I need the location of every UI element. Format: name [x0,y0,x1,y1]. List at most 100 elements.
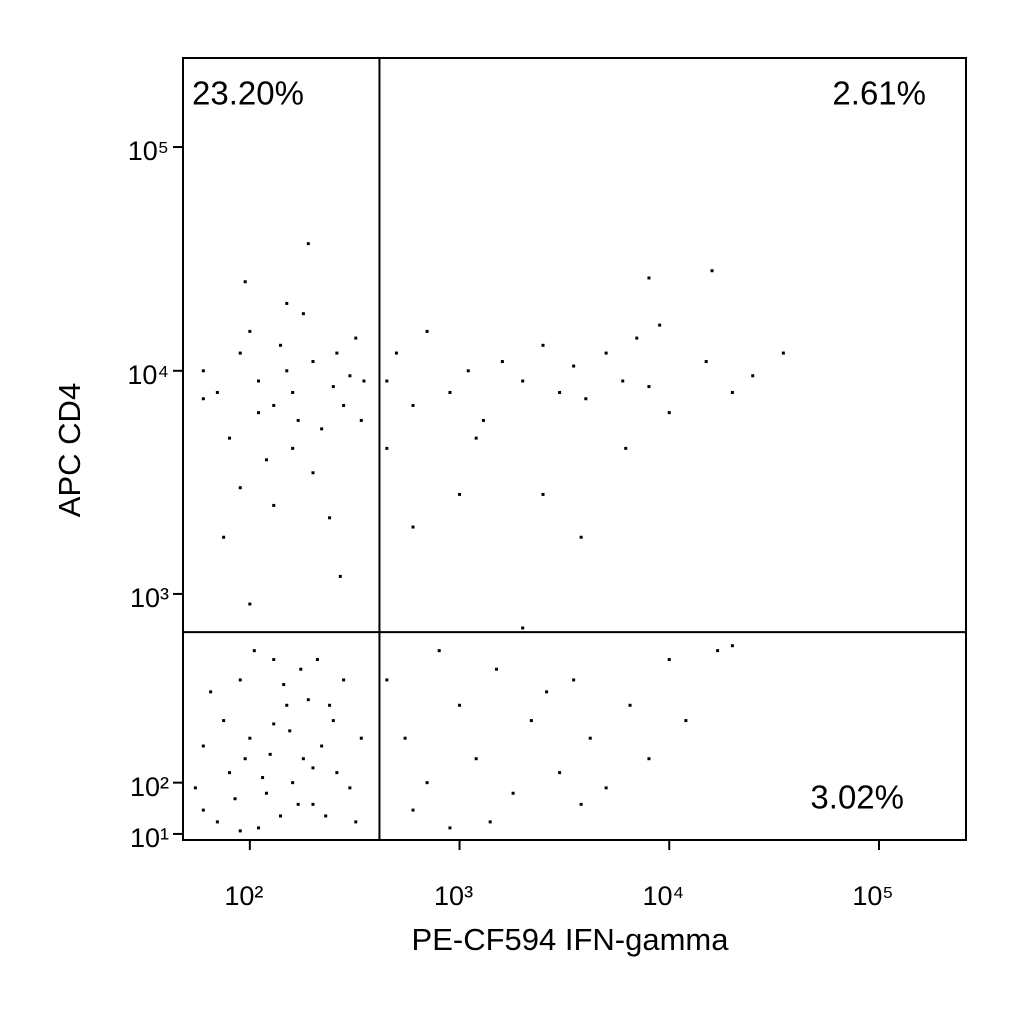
data-point [348,786,352,790]
data-point [342,678,346,682]
data-point [311,360,315,364]
data-point [710,269,714,273]
x-tick-label: 10² [224,881,263,911]
data-point [296,802,300,806]
data-point [252,649,256,653]
data-point [272,403,276,407]
data-point [624,446,628,450]
y-tick-label: 10¹ [130,823,169,853]
data-point [311,766,315,770]
data-point [521,626,525,630]
data-point [291,781,295,785]
data-point [209,690,213,694]
data-point [320,427,324,431]
data-point [201,808,205,812]
data-point [248,602,252,606]
data-point [458,703,462,707]
data-point [458,492,462,496]
data-point [311,471,315,475]
data-point [264,791,268,795]
quadrant-percent: 2.61% [832,75,926,112]
data-point [425,781,429,785]
data-point [488,820,492,824]
data-point [257,411,261,415]
data-point [604,786,608,790]
data-point [521,379,525,383]
data-point [301,757,305,761]
data-point [288,729,292,733]
data-point [658,323,662,327]
data-point [238,351,242,355]
data-point [201,397,205,401]
data-point [272,503,276,507]
data-point [558,390,562,394]
data-point [385,446,389,450]
data-point [411,525,415,529]
data-point [359,418,363,422]
data-point [315,658,319,662]
data-point [201,369,205,373]
data-point [437,649,441,653]
data-point [704,360,708,364]
data-point [264,458,268,462]
data-point [233,797,237,801]
data-point [324,814,328,818]
data-point [278,343,282,347]
x-axis-title: PE-CF594 IFN-gamma [412,922,730,957]
data-point [331,719,335,723]
data-point [411,808,415,812]
data-point [647,385,651,389]
data-point [306,242,310,246]
y-tick-label: 10⁵ [128,136,169,166]
data-point [342,403,346,407]
data-point [500,360,504,364]
data-point [320,744,324,748]
data-point [331,385,335,389]
data-point [285,301,289,305]
data-point [667,658,671,662]
data-point [328,516,332,520]
data-point [301,312,305,316]
data-point [494,667,498,671]
data-point [359,736,363,740]
data-point [338,574,342,578]
y-tick-label: 10⁴ [127,360,169,390]
data-point [354,336,358,340]
data-point [243,757,247,761]
data-point [621,379,625,383]
data-point [529,719,533,723]
data-point [604,351,608,355]
data-point [716,649,720,653]
data-point [328,703,332,707]
data-point [272,722,276,726]
data-point [222,535,226,539]
data-point [448,390,452,394]
data-point [541,343,545,347]
data-point [545,690,549,694]
data-point [572,678,576,682]
data-point [215,820,219,824]
data-point [411,403,415,407]
data-point [335,351,339,355]
data-point [579,802,583,806]
data-point [466,369,470,373]
data-point [291,446,295,450]
data-point [238,678,242,682]
data-point [257,826,261,830]
data-point [474,436,478,440]
data-point [635,336,639,340]
plot-frame [182,57,967,841]
data-point [481,418,485,422]
data-point [511,791,515,795]
data-point [285,369,289,373]
x-tick-label: 10⁴ [642,881,684,911]
data-point [299,667,303,671]
data-point [385,379,389,383]
data-point [272,658,276,662]
data-point [215,390,219,394]
data-point [248,736,252,740]
data-point [751,374,755,378]
data-point [684,719,688,723]
data-point [588,736,592,740]
